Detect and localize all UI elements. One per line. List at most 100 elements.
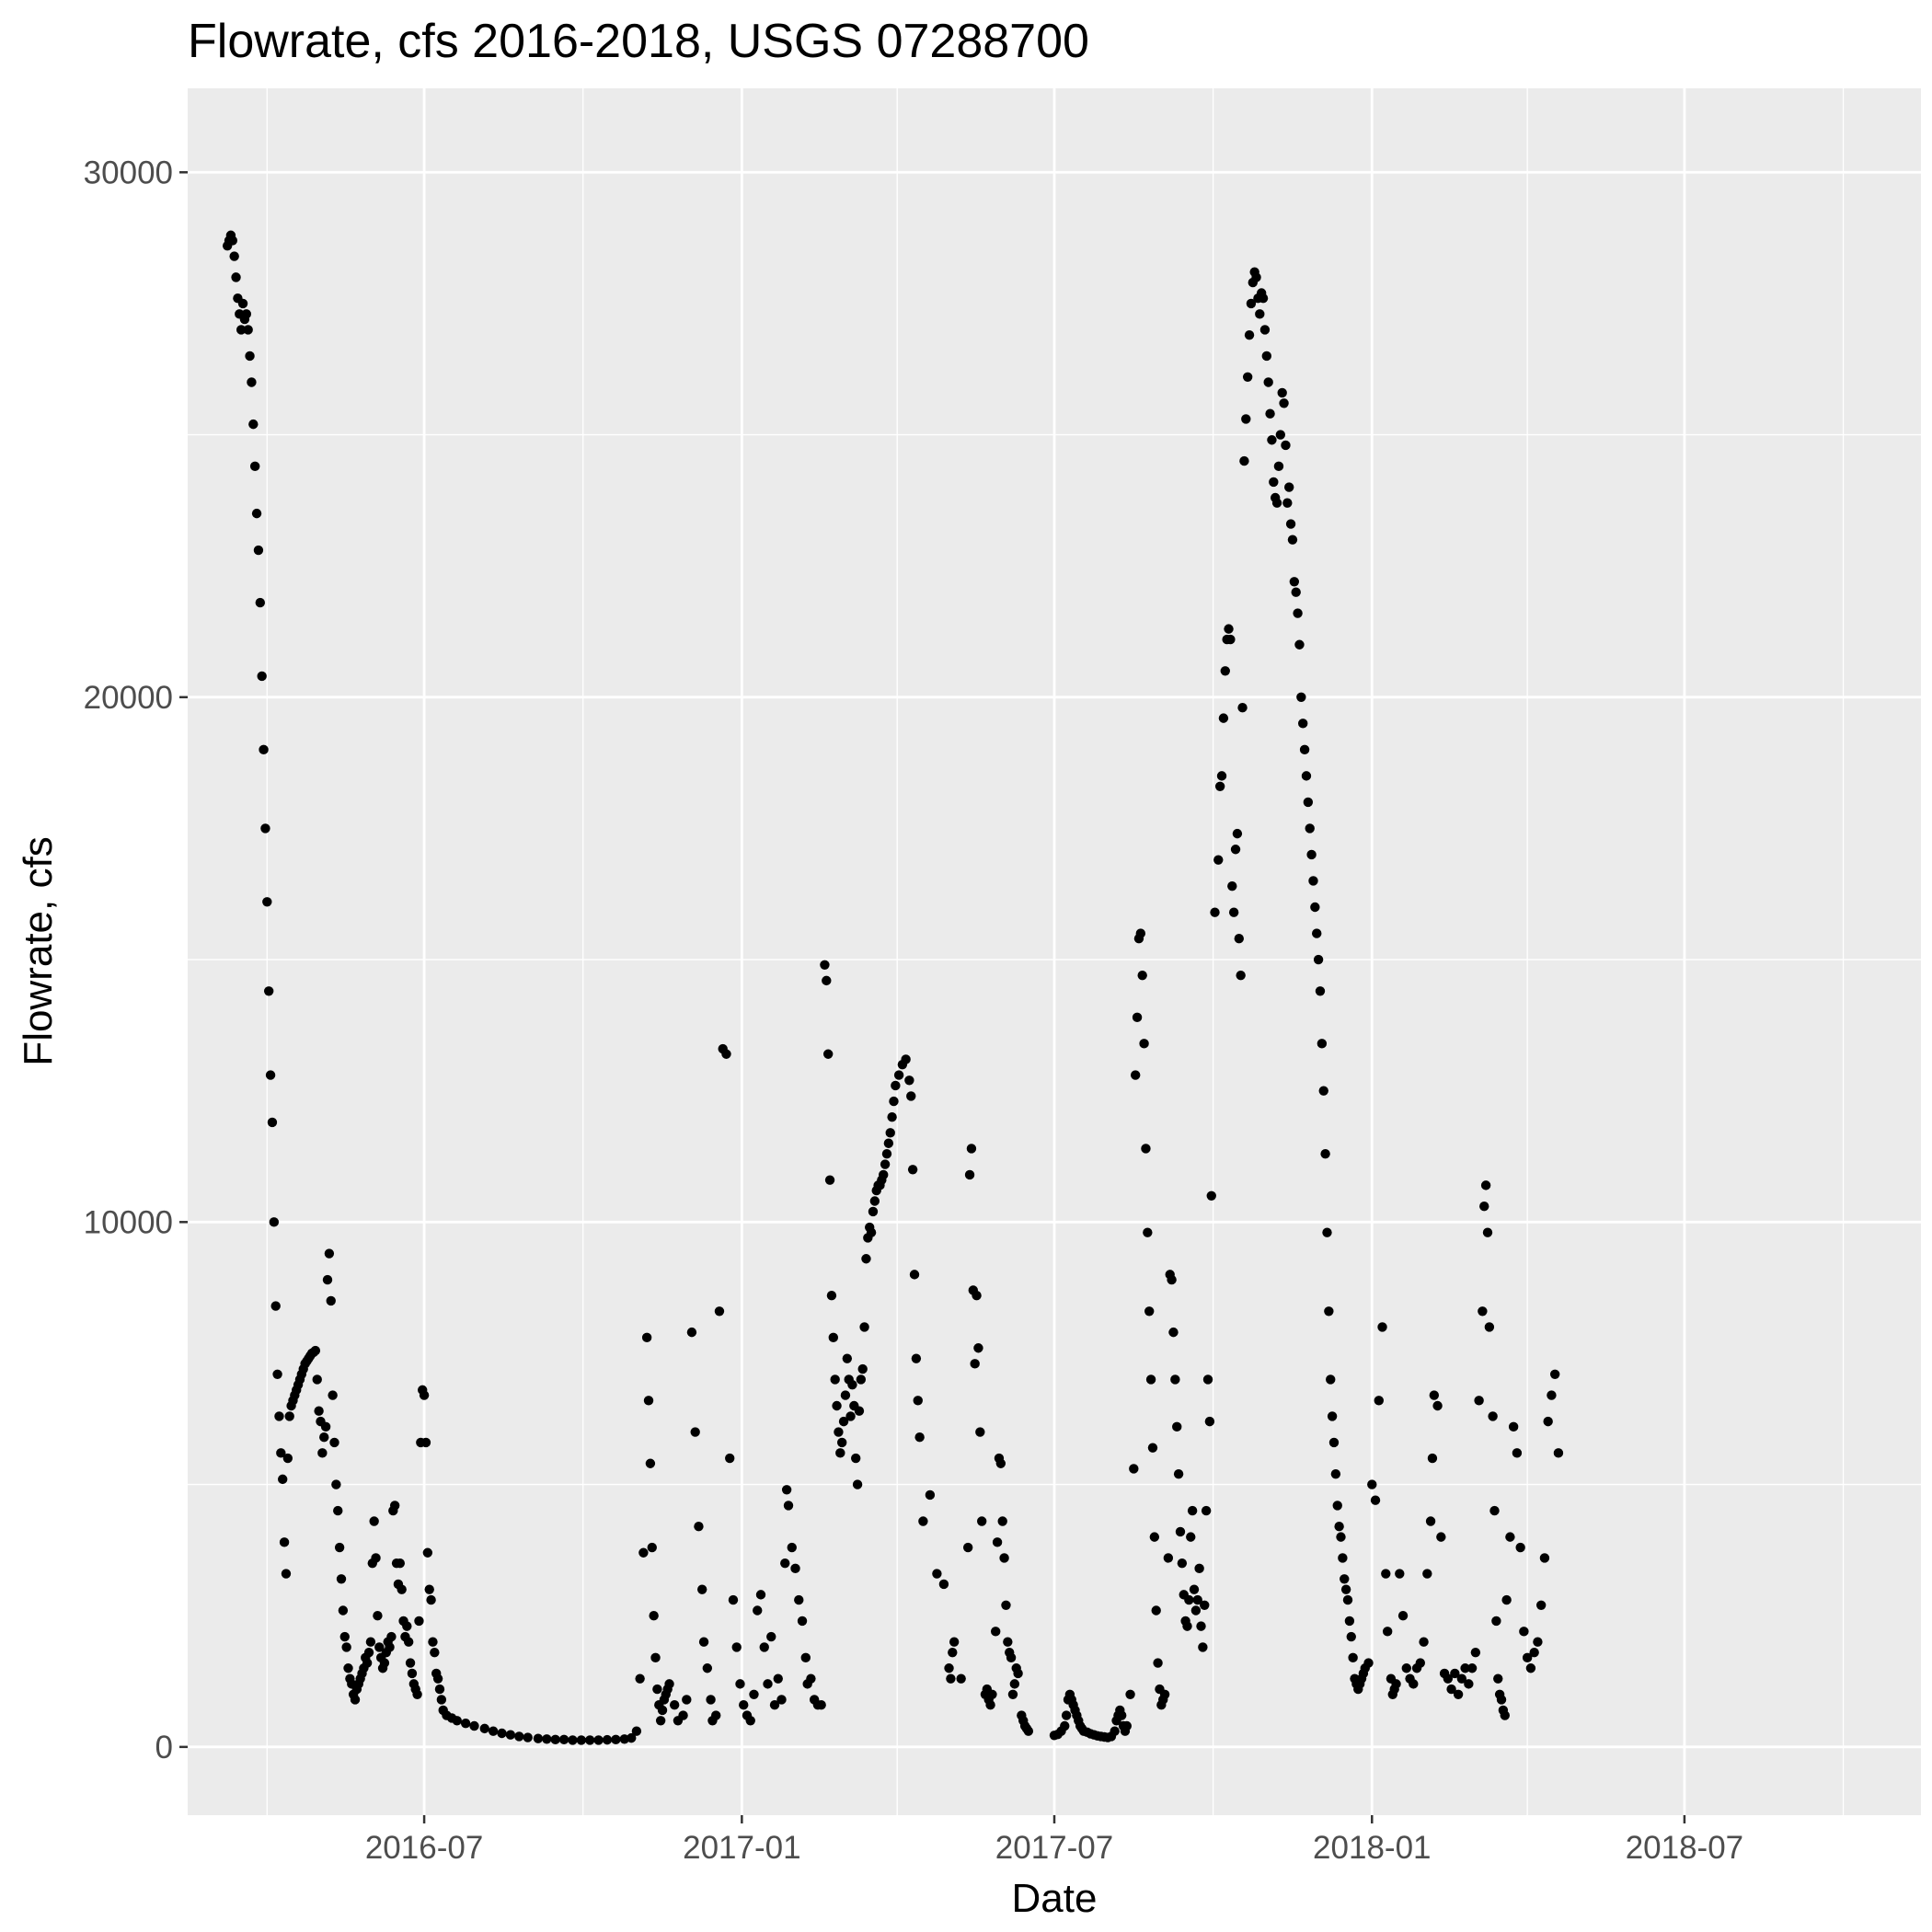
data-point <box>1327 1411 1338 1421</box>
data-point <box>253 545 264 556</box>
data-point <box>1172 1421 1182 1432</box>
data-point <box>834 1427 844 1437</box>
data-point <box>1173 1468 1184 1479</box>
data-point <box>389 1501 400 1511</box>
data-point <box>1301 771 1312 781</box>
data-point <box>972 1290 982 1301</box>
data-point <box>1409 1679 1419 1689</box>
data-point <box>669 1699 680 1710</box>
data-point <box>1003 1637 1013 1647</box>
data-point <box>1023 1726 1034 1736</box>
data-point <box>269 1217 280 1227</box>
data-point <box>652 1684 662 1695</box>
data-point <box>407 1668 418 1679</box>
data-point <box>237 298 248 309</box>
data-point <box>901 1054 911 1064</box>
data-point <box>631 1726 642 1736</box>
data-point <box>274 1411 284 1421</box>
data-point <box>324 1248 335 1259</box>
data-point <box>1184 1594 1194 1605</box>
data-point <box>402 1621 412 1631</box>
chart-title: Flowrate, cfs 2016-2018, USGS 07288700 <box>188 15 1089 68</box>
data-point <box>1553 1448 1564 1458</box>
data-point <box>1242 372 1253 382</box>
x-tick-label: 2018-01 <box>1313 1830 1431 1866</box>
data-point <box>992 1537 1003 1547</box>
data-point <box>334 1542 345 1553</box>
data-point <box>576 1735 587 1745</box>
data-point <box>1427 1453 1438 1464</box>
data-point <box>1218 713 1229 723</box>
x-tick-label: 2017-07 <box>995 1830 1113 1866</box>
data-point <box>1315 986 1326 996</box>
data-point <box>1318 1086 1328 1096</box>
data-point <box>550 1734 560 1745</box>
data-point <box>638 1547 649 1558</box>
data-point <box>1415 1658 1426 1668</box>
data-point <box>1277 387 1287 398</box>
data-point <box>641 1332 652 1343</box>
x-axis-title: Date <box>1012 1876 1098 1921</box>
data-point <box>341 1642 351 1652</box>
data-point <box>1182 1621 1192 1631</box>
data-point <box>702 1663 713 1673</box>
data-point <box>1432 1400 1443 1411</box>
data-point <box>883 1138 894 1148</box>
data-point <box>1397 1611 1409 1621</box>
data-point <box>1429 1390 1440 1400</box>
data-point <box>904 1075 914 1086</box>
data-point <box>1488 1411 1498 1421</box>
data-point <box>1491 1616 1501 1627</box>
data-point <box>386 1631 397 1642</box>
data-point <box>869 1196 880 1206</box>
data-point <box>281 1569 292 1579</box>
data-point <box>314 1406 324 1416</box>
data-point <box>824 1175 835 1185</box>
data-point <box>1419 1637 1429 1647</box>
data-point <box>739 1699 749 1710</box>
data-point <box>1234 934 1244 944</box>
data-point <box>995 1458 1006 1468</box>
data-point <box>650 1652 661 1663</box>
data-point <box>851 1453 861 1464</box>
data-point <box>1489 1505 1500 1516</box>
data-point <box>1308 876 1318 886</box>
data-point <box>479 1723 489 1734</box>
data-point <box>1144 1306 1155 1317</box>
data-point <box>231 272 241 282</box>
x-tick-label: 2016-07 <box>365 1830 483 1866</box>
data-point <box>1159 1689 1170 1699</box>
data-point <box>1466 1663 1478 1673</box>
data-point <box>1137 970 1147 981</box>
data-point <box>822 1049 834 1059</box>
data-point <box>1294 639 1305 650</box>
data-point <box>1436 1532 1446 1542</box>
data-point <box>838 1416 849 1427</box>
data-point <box>405 1658 416 1668</box>
data-point <box>857 1363 868 1374</box>
data-point <box>728 1594 739 1605</box>
data-point <box>1239 455 1249 466</box>
data-point <box>1543 1416 1553 1427</box>
data-point <box>861 1254 871 1264</box>
data-point <box>379 1658 390 1668</box>
data-point <box>1194 1563 1204 1574</box>
data-point <box>1175 1526 1186 1537</box>
data-point <box>1374 1396 1384 1406</box>
data-point <box>836 1437 847 1448</box>
data-point <box>1342 1594 1353 1605</box>
data-point <box>1177 1558 1188 1569</box>
data-point <box>373 1611 383 1621</box>
data-point <box>1533 1637 1543 1647</box>
data-point <box>1312 928 1322 938</box>
data-point <box>918 1516 928 1526</box>
data-point <box>828 1332 839 1343</box>
data-point <box>647 1542 657 1553</box>
data-point <box>249 461 260 471</box>
data-point <box>985 1699 995 1710</box>
data-point <box>866 1227 877 1237</box>
data-point <box>975 1427 985 1437</box>
data-point <box>1225 634 1236 645</box>
data-point <box>611 1734 621 1745</box>
data-point <box>880 1159 891 1169</box>
